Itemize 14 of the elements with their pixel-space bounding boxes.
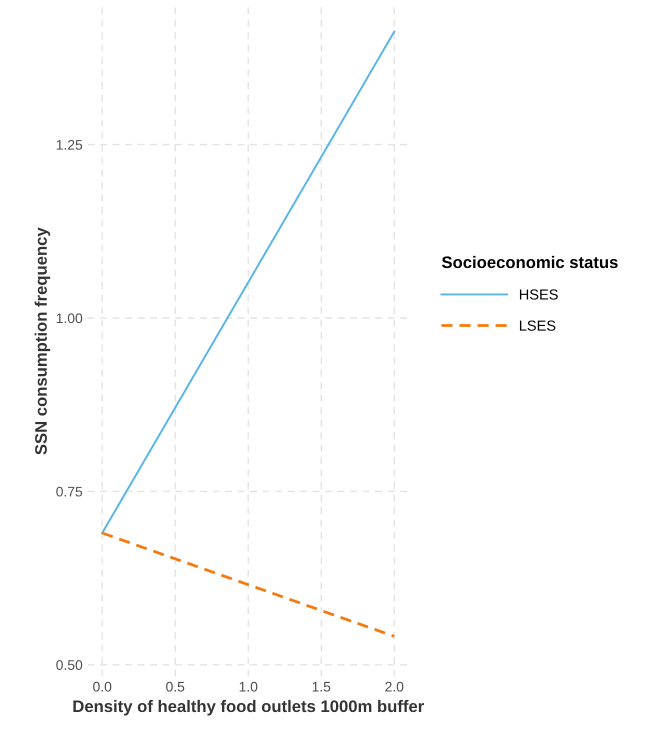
- y-tick-label: 1.00: [56, 313, 82, 324]
- y-tick-label: 0.75: [56, 486, 82, 497]
- y-tick-label: 1.25: [56, 140, 82, 150]
- legend-title: Socioeconomic status: [442, 256, 618, 268]
- x-tick-label: 0.0: [93, 682, 112, 692]
- legend-label: LSES: [520, 320, 556, 331]
- x-tick-label: 1.5: [312, 682, 330, 692]
- y-tick-label: 0.50: [56, 660, 82, 670]
- legend-label: HSES: [520, 289, 558, 300]
- y-axis-title: SSN consumption frequency: [34, 227, 50, 455]
- x-tick-label: 0.5: [166, 682, 184, 692]
- x-tick-label: 1.0: [240, 682, 258, 692]
- x-tick-label: 2.0: [385, 682, 404, 692]
- x-axis-title: Density of healthy food outlets 1000m buffer: [73, 700, 424, 716]
